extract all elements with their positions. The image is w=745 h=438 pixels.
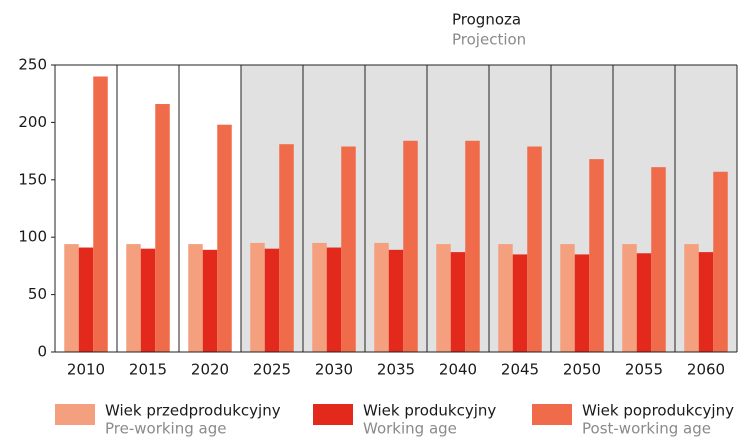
annotation-en: Projection (452, 31, 526, 49)
x-tick-label: 2060 (687, 361, 725, 379)
bar (78, 247, 94, 352)
bar (560, 244, 575, 352)
y-tick-label: 100 (18, 228, 47, 246)
y-tick-label: 0 (37, 343, 47, 361)
bar (374, 242, 389, 352)
bar (217, 124, 232, 352)
bar (651, 167, 666, 352)
annotation: Prognoza (452, 11, 521, 29)
bar (589, 159, 604, 352)
bar (155, 104, 170, 352)
x-tick-label: 2030 (315, 361, 353, 379)
bar (341, 146, 356, 352)
x-tick-label: 2045 (501, 361, 539, 379)
bar (713, 171, 728, 352)
bar (202, 249, 218, 352)
bar (279, 144, 294, 352)
legend-label: Wiek poprodukcyjny (582, 402, 734, 420)
x-tick-label: 2050 (563, 361, 601, 379)
x-tick-label: 2035 (377, 361, 415, 379)
legend-swatch (532, 404, 572, 425)
bar (684, 244, 699, 352)
y-tick-label: 200 (18, 113, 47, 131)
legend-swatch (55, 404, 95, 425)
x-tick-label: 2025 (253, 361, 291, 379)
bar (450, 252, 466, 352)
bar (250, 242, 265, 352)
bar (636, 253, 652, 352)
legend-label: Wiek produkcyjny (363, 402, 496, 420)
x-tick-label: 2055 (625, 361, 663, 379)
bar (465, 140, 480, 352)
bar (264, 248, 280, 352)
bar (436, 244, 451, 352)
legend-swatch (313, 404, 353, 425)
bar (527, 146, 542, 352)
bar (403, 140, 418, 352)
y-tick-label: 250 (18, 56, 47, 74)
bar (622, 244, 637, 352)
bar (312, 242, 327, 352)
bar (140, 248, 156, 352)
bar (512, 254, 528, 352)
bar (498, 244, 513, 352)
legend-label-en: Pre-working age (105, 420, 226, 438)
y-tick-label: 150 (18, 170, 47, 188)
x-tick-label: 2010 (67, 361, 105, 379)
bar (574, 254, 590, 352)
bar (64, 244, 79, 352)
y-tick-label: 50 (28, 285, 47, 303)
legend-label-en: Working age (363, 420, 457, 438)
x-tick-label: 2020 (191, 361, 229, 379)
bar (698, 252, 714, 352)
legend-label-en: Post-working age (582, 420, 711, 438)
bar (326, 247, 342, 352)
legend-label: Wiek przedprodukcyjny (105, 402, 281, 420)
bar (126, 244, 141, 352)
bar (388, 249, 404, 352)
bar (93, 76, 108, 352)
x-tick-label: 2040 (439, 361, 477, 379)
x-tick-label: 2015 (129, 361, 167, 379)
bar (188, 244, 203, 352)
